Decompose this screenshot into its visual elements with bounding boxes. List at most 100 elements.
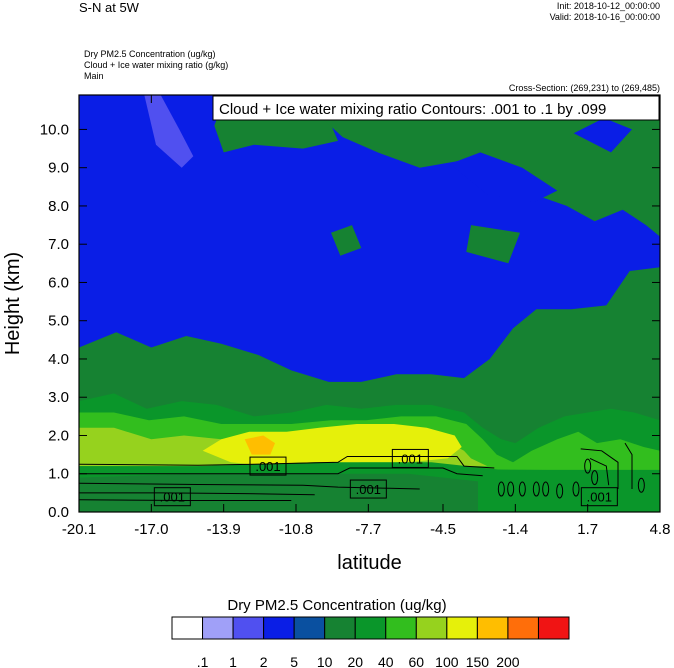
colorbar-swatch-3	[263, 616, 295, 640]
cloud-contour-east-3	[624, 442, 633, 489]
colorbar-label-10: 200	[496, 654, 520, 668]
cloud-contour-top	[79, 456, 495, 469]
contour-label-0: .001	[255, 459, 280, 474]
contour-label-2: .001	[160, 490, 185, 505]
y-tick-label-6: 6.0	[48, 274, 69, 291]
y-tick-label-10: 10.0	[40, 121, 69, 138]
field-yellow-core	[202, 424, 462, 467]
x-tick-label-5: -4.5	[430, 521, 456, 538]
colorbar-swatch-4	[293, 616, 326, 640]
colorbar: .1 1 2 5 10 20 40 60 100 150 200	[171, 616, 570, 668]
x-axis-label: latitude	[337, 552, 402, 574]
cloud-contour-cell-9	[637, 477, 645, 493]
cross-section-info: Cross-Section: (269,231) to (269,485)	[508, 83, 660, 93]
y-tick-label-7: 7.0	[48, 236, 69, 253]
cloud-contour-low	[79, 492, 315, 496]
cloud-contour-cell-3	[532, 481, 540, 497]
x-tick-label-1: -17.0	[134, 521, 168, 538]
colorbar-swatch-1	[202, 616, 234, 640]
cloud-contour-cell-1	[507, 481, 515, 497]
chart-title-box: Cloud + Ice water mixing ratio Contours:…	[212, 95, 660, 121]
colorbar-label-3: 5	[290, 654, 298, 668]
field-mid-green-1	[466, 225, 520, 264]
cloud-contour-cell-6	[572, 481, 580, 497]
field-blue-hole-2	[573, 118, 632, 153]
x-tick-label-8: 4.8	[650, 521, 671, 538]
x-tick-label-0: -20.1	[62, 521, 96, 538]
y-tick-label-0: 0.0	[48, 504, 69, 521]
colorbar-label-0: .1	[197, 654, 209, 668]
field-pm25: Dry PM2.5 Concentration (ug/kg)	[84, 49, 216, 59]
x-tick-label-6: -1.4	[502, 521, 528, 538]
y-tick-label-2: 2.0	[48, 427, 69, 444]
concentration-field	[79, 95, 660, 512]
colorbar-swatch-5	[324, 616, 356, 640]
cloud-contour-cell-4	[542, 481, 550, 497]
field-light-blue-patch	[144, 95, 194, 168]
contour-label-3: .001	[356, 482, 381, 497]
colorbar-swatch-6	[354, 616, 387, 640]
colorbar-swatch-8	[415, 616, 448, 640]
axes: -20.1 -17.0 -13.9 -10.8 -7.7 -4.5 -1.4 1.7 4.8 0.…	[2, 95, 670, 574]
colorbar-swatch-10	[476, 616, 509, 640]
contour-label-box-1	[391, 448, 429, 468]
colorbar-swatch-9	[446, 616, 478, 640]
colorbar-label-8: 100	[435, 654, 459, 668]
colorbar-label-5: 20	[347, 654, 363, 668]
y-tick-label-4: 4.0	[48, 351, 69, 368]
x-tick-label-2: -13.9	[207, 521, 241, 538]
contour-labels: .001 .001 .001 .001 .001	[153, 448, 618, 507]
plot-frame	[78, 94, 661, 513]
field-near-surface	[79, 473, 478, 512]
cloud-contour-bottom	[79, 499, 292, 501]
field-cloud-ice: Cloud + Ice water mixing ratio (g/kg)	[84, 60, 229, 70]
y-tick-label-1: 1.0	[48, 466, 69, 483]
contour-label-4: .001	[587, 490, 612, 505]
colorbar-label-2: 2	[260, 654, 268, 668]
colorbar-label-4: 10	[317, 654, 333, 668]
contour-label-1: .001	[398, 451, 423, 466]
time-info: Init: 2018-10-12_00:00:00 Valid: 2018-10…	[550, 1, 660, 23]
cloud-contour-cell-5	[556, 483, 564, 499]
cloud-contour-cell-2	[518, 481, 526, 497]
y-axis-label: Height (km)	[2, 252, 24, 355]
colorbar-swatch-7	[385, 616, 417, 640]
cloud-contour-cell-7	[584, 458, 592, 474]
y-tick-label-5: 5.0	[48, 313, 69, 330]
colorbar-label-1: 1	[229, 654, 237, 668]
plot-title: S-N at 5W	[79, 0, 139, 15]
field-list: Dry PM2.5 Concentration (ug/kg) Cloud + …	[84, 49, 228, 82]
colorbar-swatch-0	[171, 616, 204, 640]
x-tick-label-4: -7.7	[355, 521, 381, 538]
y-tick-label-9: 9.0	[48, 160, 69, 177]
field-mid-green-2	[331, 225, 362, 256]
field-blue-hole-1	[450, 152, 558, 203]
cloud-contour-cell-0	[497, 481, 505, 497]
cloud-contour-upper	[79, 467, 483, 477]
colorbar-swatch-12	[537, 616, 570, 640]
chart-title: Cloud + Ice water mixing ratio Contours:…	[219, 101, 606, 118]
cloud-contour-cell-8	[591, 470, 599, 486]
contour-label-box-2	[153, 487, 191, 507]
contour-label-box-0	[249, 456, 287, 476]
cloud-contour-east-2	[589, 457, 610, 486]
cloud-contour-mid	[79, 482, 420, 490]
y-tick-label-8: 8.0	[48, 198, 69, 215]
contour-label-box-4	[580, 487, 618, 507]
cloud-contour-east-1	[580, 448, 619, 489]
y-tick-label-3: 3.0	[48, 389, 69, 406]
valid-time: Valid: 2018-10-16_00:00:00	[549, 12, 660, 22]
colorbar-swatch-2	[232, 616, 265, 640]
init-time: Init: 2018-10-12_00:00:00	[556, 1, 660, 11]
cloud-contours	[79, 442, 645, 501]
field-orange-core	[244, 435, 275, 455]
colorbar-swatch-11	[507, 616, 539, 640]
colorbar-label-6: 40	[378, 654, 394, 668]
colorbar-label-7: 60	[409, 654, 425, 668]
field-main: Main	[84, 71, 104, 81]
colorbar-label-9: 150	[466, 654, 490, 668]
contour-label-box-3	[349, 479, 387, 499]
x-tick-label-3: -10.8	[279, 521, 313, 538]
x-tick-label-7: 1.7	[577, 521, 598, 538]
